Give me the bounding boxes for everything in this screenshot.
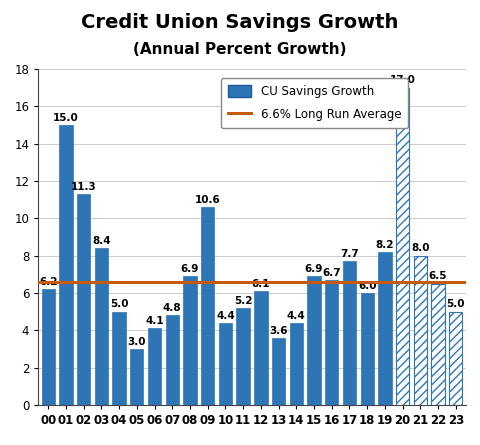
Text: 11.3: 11.3: [71, 182, 96, 192]
Text: 10.6: 10.6: [195, 195, 220, 205]
Text: 6.9: 6.9: [181, 264, 199, 274]
Bar: [166, 316, 179, 405]
Text: 8.4: 8.4: [92, 236, 111, 246]
Text: 5.2: 5.2: [234, 295, 252, 306]
Text: 7.7: 7.7: [340, 249, 359, 259]
Bar: [289, 323, 303, 405]
Bar: [201, 207, 215, 405]
Bar: [325, 280, 338, 405]
Text: 3.0: 3.0: [128, 337, 146, 347]
Bar: [112, 312, 126, 405]
Text: Credit Union Savings Growth: Credit Union Savings Growth: [81, 13, 399, 32]
Text: 4.4: 4.4: [287, 311, 306, 320]
Text: 8.2: 8.2: [376, 240, 394, 250]
Bar: [343, 261, 356, 405]
Text: 3.6: 3.6: [269, 325, 288, 336]
Text: 6.2: 6.2: [39, 277, 58, 287]
Text: 8.0: 8.0: [411, 243, 430, 253]
Bar: [41, 289, 55, 405]
Text: 4.8: 4.8: [163, 303, 181, 313]
Bar: [307, 276, 321, 405]
Bar: [148, 328, 161, 405]
Text: 6.7: 6.7: [323, 267, 341, 278]
Bar: [360, 293, 374, 405]
Text: 4.1: 4.1: [145, 316, 164, 326]
Bar: [378, 252, 392, 405]
Bar: [130, 349, 144, 405]
Text: 6.1: 6.1: [252, 279, 270, 289]
Bar: [449, 312, 463, 405]
Bar: [183, 276, 197, 405]
Bar: [95, 248, 108, 405]
Bar: [237, 308, 250, 405]
Text: 5.0: 5.0: [446, 299, 465, 309]
Text: (Annual Percent Growth): (Annual Percent Growth): [133, 42, 347, 57]
Legend: CU Savings Growth, 6.6% Long Run Average: CU Savings Growth, 6.6% Long Run Average: [221, 78, 408, 128]
Bar: [254, 291, 267, 405]
Bar: [77, 194, 90, 405]
Text: 5.0: 5.0: [110, 299, 128, 309]
Text: 6.5: 6.5: [429, 271, 447, 281]
Bar: [432, 283, 445, 405]
Text: 6.0: 6.0: [358, 281, 376, 291]
Bar: [59, 125, 72, 405]
Text: 4.4: 4.4: [216, 311, 235, 320]
Text: 6.9: 6.9: [305, 264, 323, 274]
Bar: [219, 323, 232, 405]
Bar: [272, 338, 285, 405]
Bar: [396, 88, 409, 405]
Bar: [414, 255, 427, 405]
Text: 15.0: 15.0: [53, 113, 79, 123]
Text: 17.0: 17.0: [390, 75, 416, 85]
